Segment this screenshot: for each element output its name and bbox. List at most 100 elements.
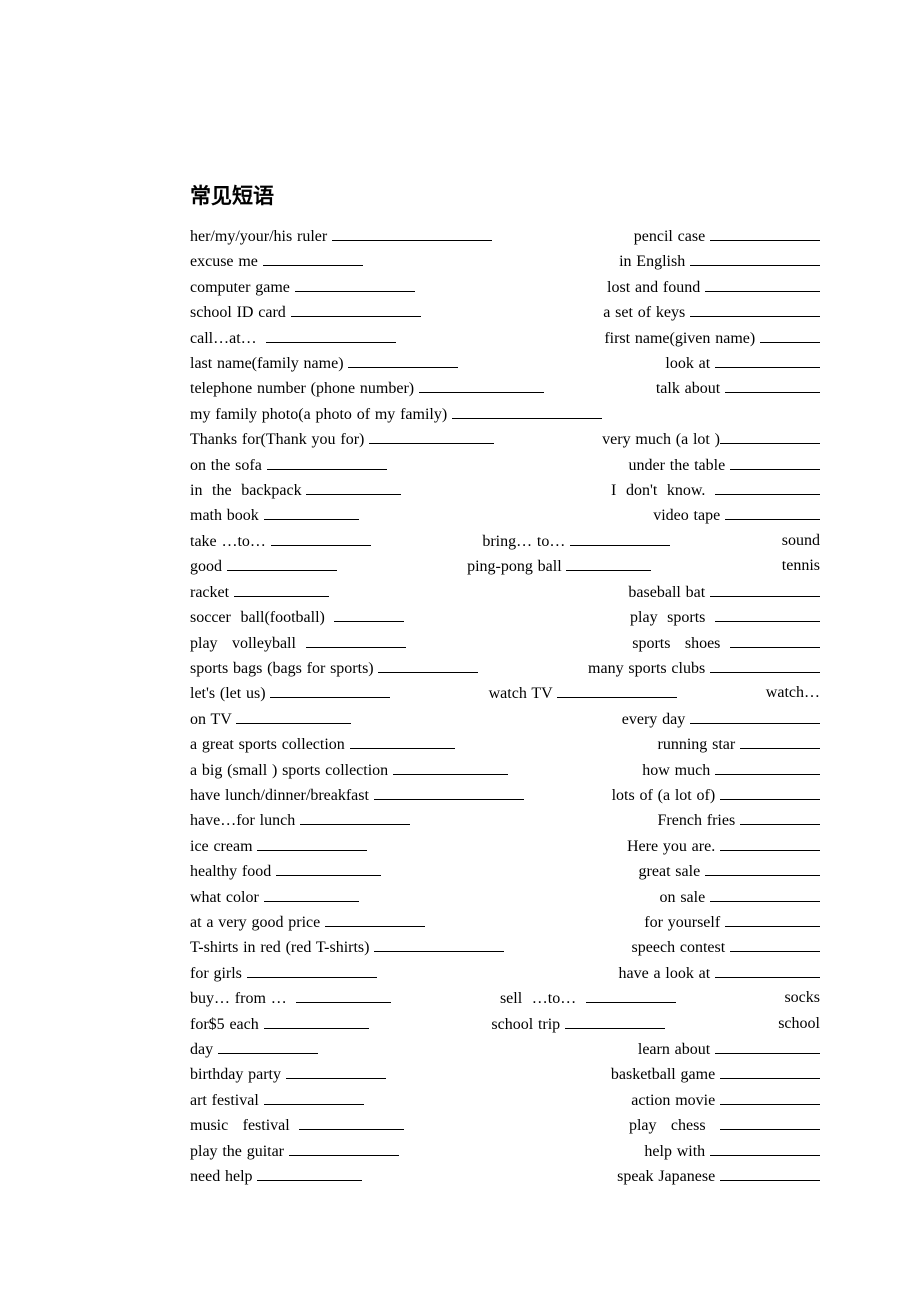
phrase-item: every day: [622, 707, 820, 732]
fill-blank[interactable]: [710, 1139, 820, 1156]
fill-blank[interactable]: [325, 910, 425, 927]
fill-blank[interactable]: [710, 580, 820, 597]
fill-blank[interactable]: [374, 783, 524, 800]
fill-blank[interactable]: [264, 1088, 364, 1105]
fill-blank[interactable]: [378, 656, 478, 673]
fill-blank[interactable]: [730, 935, 820, 952]
fill-blank[interactable]: [690, 300, 820, 317]
fill-blank[interactable]: [705, 275, 820, 292]
fill-blank[interactable]: [264, 1012, 369, 1029]
phrase-item: at a very good price: [190, 910, 425, 935]
fill-blank[interactable]: [720, 1088, 820, 1105]
fill-blank[interactable]: [566, 554, 651, 571]
fill-blank[interactable]: [270, 681, 390, 698]
fill-blank[interactable]: [289, 1139, 399, 1156]
worksheet-line: Thanks for(Thank you for) very much (a l…: [190, 427, 820, 452]
fill-blank[interactable]: [348, 351, 458, 368]
worksheet-line: T-shirts in red (red T-shirts) speech co…: [190, 935, 820, 960]
fill-blank[interactable]: [715, 758, 820, 775]
phrase-item: telephone number (phone number): [190, 376, 544, 401]
fill-blank[interactable]: [286, 1062, 386, 1079]
fill-blank[interactable]: [690, 707, 820, 724]
fill-blank[interactable]: [452, 402, 602, 419]
fill-blank[interactable]: [720, 427, 820, 444]
fill-blank[interactable]: [267, 453, 387, 470]
fill-blank[interactable]: [690, 249, 820, 266]
fill-blank[interactable]: [291, 300, 421, 317]
fill-blank[interactable]: [234, 580, 329, 597]
phrase-item: for girls: [190, 961, 377, 986]
fill-blank[interactable]: [266, 326, 396, 343]
phrase-item: for$5 each: [190, 1012, 369, 1037]
fill-blank[interactable]: [264, 885, 359, 902]
fill-blank[interactable]: [740, 808, 820, 825]
fill-blank[interactable]: [218, 1037, 318, 1054]
fill-blank[interactable]: [557, 681, 677, 698]
fill-blank[interactable]: [715, 605, 820, 622]
fill-blank[interactable]: [369, 427, 494, 444]
phrase-item: buy… from …: [190, 986, 391, 1011]
fill-blank[interactable]: [720, 1113, 820, 1130]
fill-blank[interactable]: [264, 503, 359, 520]
fill-blank[interactable]: [720, 783, 820, 800]
phrase-item: day: [190, 1037, 318, 1062]
fill-blank[interactable]: [374, 935, 504, 952]
phrase-item: bring… to…: [482, 529, 670, 554]
worksheet-line: what color on sale: [190, 885, 820, 910]
worksheet-line: buy… from … sell …to… socks: [190, 986, 820, 1011]
fill-blank[interactable]: [710, 885, 820, 902]
fill-blank[interactable]: [725, 503, 820, 520]
fill-blank[interactable]: [332, 224, 492, 241]
worksheet-line: my family photo(a photo of my family): [190, 402, 820, 427]
fill-blank[interactable]: [247, 961, 377, 978]
fill-blank[interactable]: [715, 1037, 820, 1054]
fill-blank[interactable]: [705, 859, 820, 876]
fill-blank[interactable]: [570, 529, 670, 546]
phrase-item: pencil case: [634, 224, 820, 249]
fill-blank[interactable]: [295, 275, 415, 292]
phrase-item: healthy food: [190, 859, 381, 884]
fill-blank[interactable]: [715, 351, 820, 368]
fill-blank[interactable]: [257, 834, 367, 851]
worksheet-line: call…at… first name(given name): [190, 326, 820, 351]
phrase-item: birthday party: [190, 1062, 386, 1087]
fill-blank[interactable]: [710, 224, 820, 241]
fill-blank[interactable]: [710, 656, 820, 673]
worksheet-line: birthday party basketball game: [190, 1062, 820, 1087]
phrase-item: soccer ball(football): [190, 605, 404, 630]
phrase-item: a big (small ) sports collection: [190, 758, 508, 783]
fill-blank[interactable]: [730, 631, 820, 648]
fill-blank[interactable]: [419, 376, 544, 393]
phrase-item: racket: [190, 580, 329, 605]
fill-blank[interactable]: [586, 986, 676, 1003]
fill-blank[interactable]: [263, 249, 363, 266]
fill-blank[interactable]: [393, 758, 508, 775]
fill-blank[interactable]: [227, 554, 337, 571]
fill-blank[interactable]: [740, 732, 820, 749]
fill-blank[interactable]: [276, 859, 381, 876]
fill-blank[interactable]: [715, 478, 820, 495]
fill-blank[interactable]: [730, 453, 820, 470]
fill-blank[interactable]: [720, 1164, 820, 1181]
fill-blank[interactable]: [725, 376, 820, 393]
fill-blank[interactable]: [565, 1012, 665, 1029]
fill-blank[interactable]: [306, 631, 406, 648]
fill-blank[interactable]: [334, 605, 404, 622]
fill-blank[interactable]: [725, 910, 820, 927]
phrase-item: lost and found: [607, 275, 820, 300]
fill-blank[interactable]: [236, 707, 351, 724]
fill-blank[interactable]: [271, 529, 371, 546]
fill-blank[interactable]: [760, 326, 820, 343]
fill-blank[interactable]: [257, 1164, 362, 1181]
phrase-item: need help: [190, 1164, 362, 1189]
fill-blank[interactable]: [299, 1113, 404, 1130]
fill-blank[interactable]: [296, 986, 391, 1003]
fill-blank[interactable]: [720, 834, 820, 851]
fill-blank[interactable]: [300, 808, 410, 825]
worksheet-line: have lunch/dinner/breakfast lots of (a l…: [190, 783, 820, 808]
fill-blank[interactable]: [306, 478, 401, 495]
fill-blank[interactable]: [715, 961, 820, 978]
fill-blank[interactable]: [720, 1062, 820, 1079]
phrase-item: in the backpack: [190, 478, 401, 503]
fill-blank[interactable]: [350, 732, 455, 749]
